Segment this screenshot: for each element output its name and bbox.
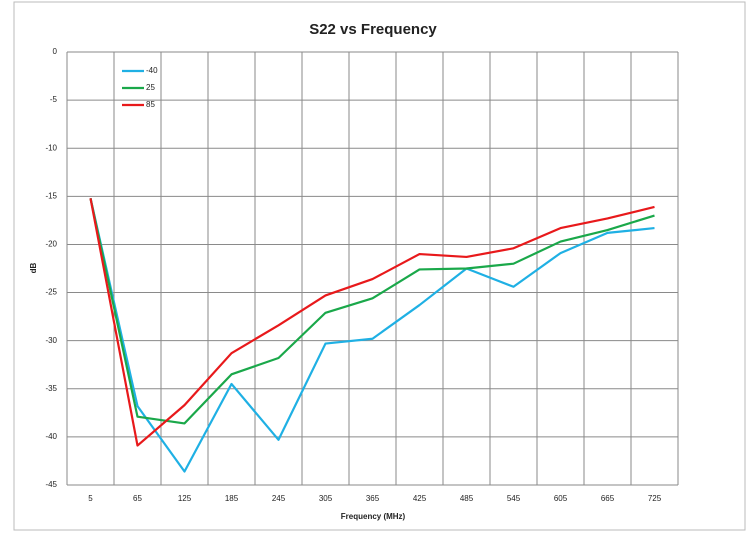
x-tick-label: 485 [460, 494, 474, 503]
y-tick-label: 0 [53, 47, 58, 56]
x-tick-label: 545 [507, 494, 521, 503]
y-tick-label: -25 [45, 288, 57, 297]
y-tick-label: -45 [45, 480, 57, 489]
y-tick-label: -10 [45, 143, 57, 152]
y-tick-label: -35 [45, 384, 57, 393]
y-axis-label: dB [29, 262, 38, 273]
x-tick-label: 725 [648, 494, 662, 503]
x-tick-label: 185 [225, 494, 239, 503]
legend-label: 25 [146, 83, 155, 92]
x-tick-label: 245 [272, 494, 286, 503]
x-tick-label: 365 [366, 494, 380, 503]
legend-label: -40 [146, 66, 158, 75]
chart-frame [13, 1, 746, 531]
chart-title: S22 vs Frequency [309, 21, 437, 38]
x-tick-label: 425 [413, 494, 427, 503]
x-tick-label: 125 [178, 494, 192, 503]
x-tick-label: 605 [554, 494, 568, 503]
y-tick-label: -40 [45, 432, 57, 441]
x-axis-label: Frequency (MHz) [341, 512, 406, 521]
x-tick-label: 5 [88, 494, 93, 503]
series-line [89, 198, 655, 473]
series-line [89, 198, 655, 425]
x-tick-label: 305 [319, 494, 333, 503]
x-tick-label: 65 [133, 494, 142, 503]
legend-label: 85 [146, 100, 155, 109]
y-tick-label: -5 [50, 95, 58, 104]
y-tick-label: -15 [45, 191, 57, 200]
x-tick-label: 665 [601, 494, 615, 503]
y-tick-label: -30 [45, 336, 57, 345]
y-tick-label: -20 [45, 240, 57, 249]
series-line [89, 198, 655, 447]
